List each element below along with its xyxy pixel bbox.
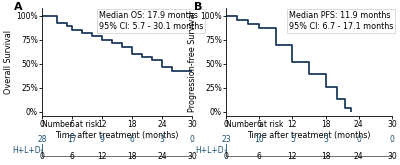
Y-axis label: Progression-free Survival: Progression-free Survival [188,12,198,112]
Text: 6: 6 [70,152,74,161]
Text: H+L+D: H+L+D [12,146,40,155]
Text: 12: 12 [288,152,297,161]
X-axis label: Time after treatment (months): Time after treatment (months) [55,132,179,140]
Text: 18: 18 [127,152,137,161]
Text: 24: 24 [157,152,167,161]
Text: Median OS: 17.9 months
95% CI: 5.7 - 30.1 months: Median OS: 17.9 months 95% CI: 5.7 - 30.… [99,12,203,31]
Text: 28: 28 [37,135,47,144]
Text: Median PFS: 11.9 months
95% CI: 6.7 - 17.1 months: Median PFS: 11.9 months 95% CI: 6.7 - 17… [289,12,394,31]
Text: 30: 30 [187,152,197,161]
Y-axis label: Overall Survival: Overall Survival [4,30,14,94]
Text: 23: 23 [221,135,231,144]
Text: Number at risk: Number at risk [42,120,99,130]
Text: 5: 5 [290,135,295,144]
Text: 0: 0 [356,135,361,144]
Text: 17: 17 [67,135,77,144]
X-axis label: Time after treatment (months): Time after treatment (months) [247,132,371,140]
Text: 30: 30 [387,152,397,161]
Text: 3: 3 [323,135,328,144]
Text: 10: 10 [254,135,264,144]
Text: Number at risk: Number at risk [226,120,283,130]
Text: A: A [14,2,22,12]
Text: 12: 12 [97,152,107,161]
Text: 6: 6 [257,152,262,161]
Text: B: B [194,2,203,12]
Text: H+L+D: H+L+D [196,146,224,155]
Text: 0: 0 [40,152,44,161]
Text: 3: 3 [160,135,164,144]
Text: 6: 6 [130,135,134,144]
Text: 0: 0 [390,135,394,144]
Text: 0: 0 [190,135,194,144]
Text: 24: 24 [354,152,364,161]
Text: 18: 18 [321,152,330,161]
Text: 0: 0 [224,152,228,161]
Text: 9: 9 [100,135,104,144]
